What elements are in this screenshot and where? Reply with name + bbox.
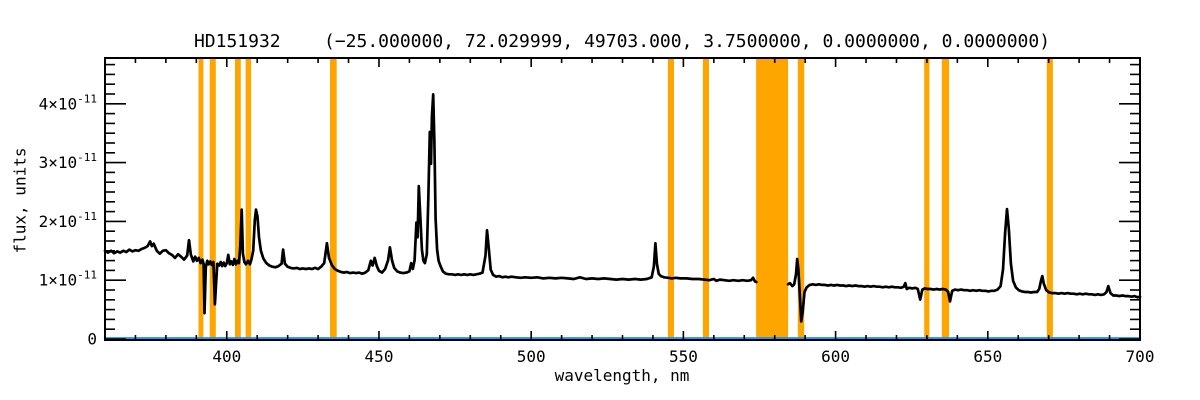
masked-band [209,59,216,339]
x-tick-label: 700 [1126,347,1155,366]
masked-band [797,59,805,339]
masked-band [245,59,252,339]
masked-band [1046,59,1053,339]
masked-band [667,59,674,339]
tick-labels: 400 450 500 550 600 650 700 0 1×10-11 2×10-11 3×10… [39,92,1155,366]
x-axis-title: wavelength, nm [554,366,690,385]
y-tick-label: 1×10-11 [39,269,97,290]
plot-title: HD151932 (−25.000000, 72.029999, 49703.0… [193,31,1051,52]
masked-band [941,59,950,339]
y-tick-label: 3×10-11 [39,151,97,172]
y-tick-label: 0 [87,330,97,349]
x-tick-label: 600 [821,347,850,366]
x-tick-label: 450 [365,347,394,366]
x-tick-label: 650 [973,347,1002,366]
x-tick-label: 400 [212,347,241,366]
axis-ticks [105,58,1141,340]
masked-band [235,59,241,339]
x-tick-label: 550 [669,347,698,366]
masked-band [702,59,709,339]
masked-band [756,59,789,339]
y-tick-label: 2×10-11 [39,210,97,231]
masked-band [330,59,337,339]
y-tick-label: 4×10-11 [39,92,97,113]
masked-band [924,59,930,339]
flux-spectrum-curve [103,93,758,315]
flux-spectrum-layer [103,93,1142,323]
x-tick-label: 500 [517,347,546,366]
plot-frame [104,57,1141,341]
masked-band [198,59,204,339]
masked-bands-layer [198,59,1053,339]
flux-spectrum-curve [786,207,1142,323]
